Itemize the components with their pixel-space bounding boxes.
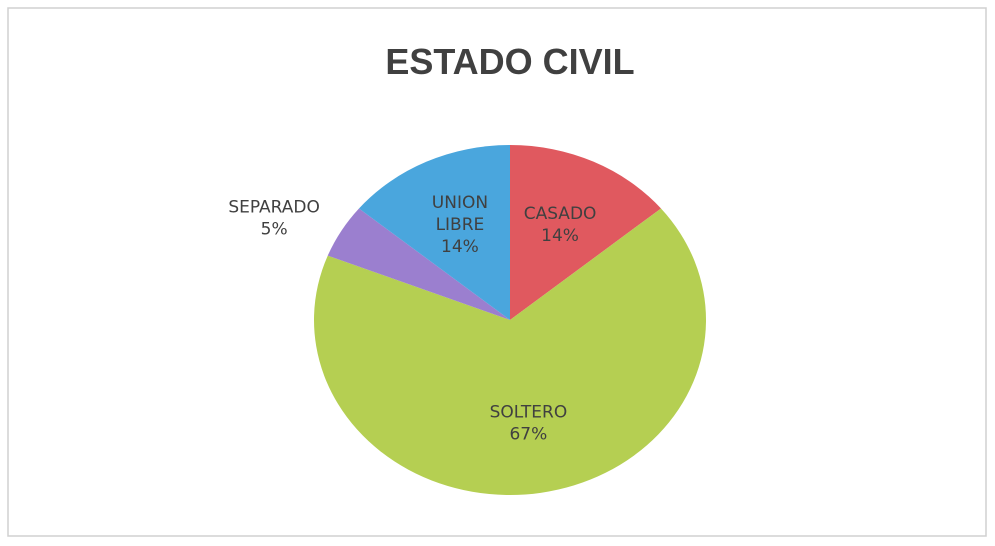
category-label: SEPARADO: [228, 198, 320, 218]
pie-slice: [510, 145, 662, 320]
value-label: 67%: [509, 425, 547, 445]
chart-title: ESTADO CIVIL: [385, 41, 634, 82]
value-label: 14%: [441, 237, 479, 257]
pie-slice: [327, 208, 510, 320]
pie-slice: [313, 208, 706, 496]
value-label: 5%: [261, 220, 288, 240]
value-label: 14%: [541, 226, 579, 246]
category-label: SOLTERO: [490, 403, 568, 423]
category-label: CASADO: [524, 204, 597, 224]
pie-slice: [358, 145, 510, 320]
category-label: UNION LIBRE: [432, 193, 488, 235]
